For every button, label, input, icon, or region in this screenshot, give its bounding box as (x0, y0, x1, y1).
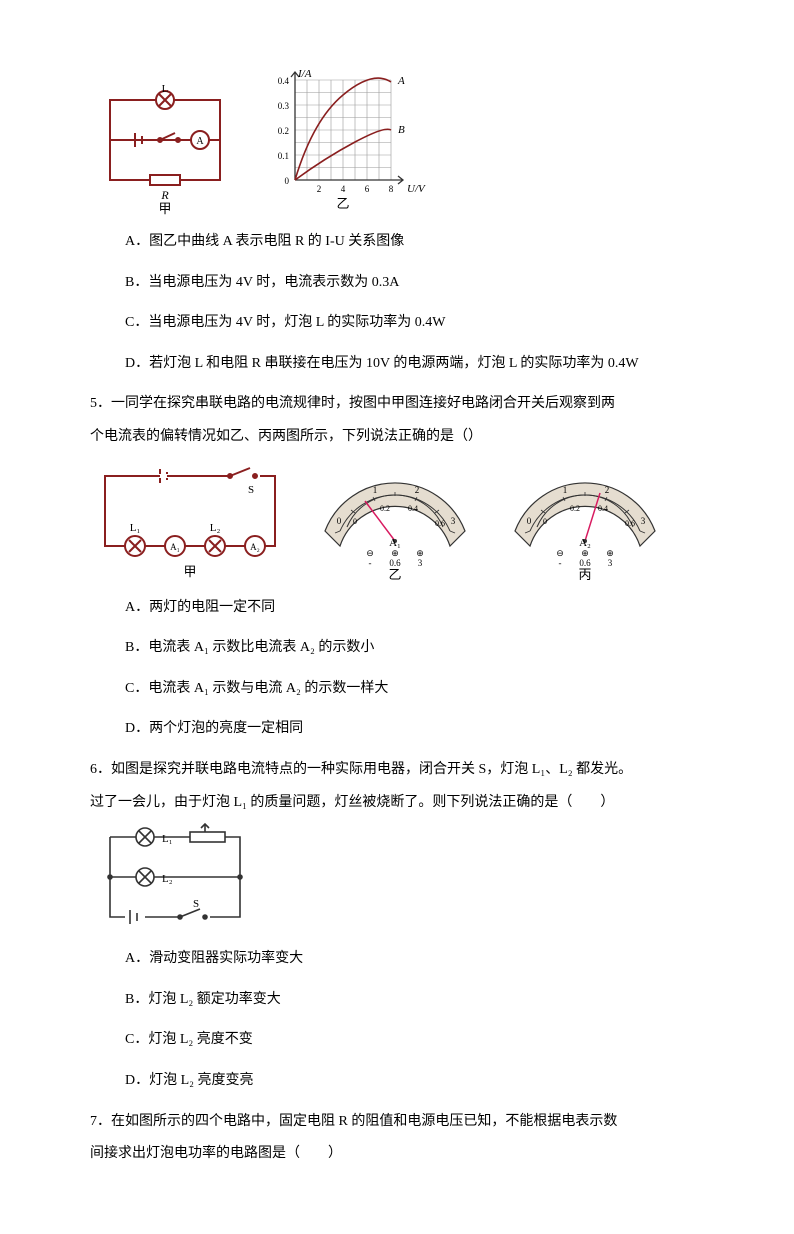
circuit-caption: 甲 (158, 201, 171, 215)
ytick-0: 0 (285, 176, 290, 186)
svg-text:⊕: ⊕ (416, 548, 424, 558)
xtick-4: 4 (341, 184, 346, 194)
m2-s1: 0.2 (570, 504, 580, 513)
q7-stem-1: 7．在如图所示的四个电路中，固定电阻 R 的阻值和电源电压已知，不能根据电表示数 (90, 1109, 704, 1136)
m1-minus: - (369, 558, 372, 568)
q5-stem-2: 个电流表的偏转情况如乙、丙两图所示，下列说法正确的是（） (90, 424, 704, 451)
graph-yi: A B I/A U/V 0 0.1 0.2 0.3 0.4 2 4 6 8 乙 (260, 70, 430, 215)
m2-s0: 0 (543, 517, 547, 526)
ytick-4: 0.4 (278, 76, 290, 86)
svg-text:⊕: ⊕ (391, 548, 399, 558)
m2-smax: 0.6 (625, 519, 635, 528)
m1-s0: 0 (353, 517, 357, 526)
q5-stem-1: 5．一同学在探究串联电路的电流规律时，按图中甲图连接好电路闭合开关后观察到两 (90, 391, 704, 418)
ytick-1: 0.1 (278, 151, 289, 161)
m2-s2: 0.4 (598, 504, 608, 513)
q6-opt-d: D．灯泡 L₂ 亮度变亮 (125, 1068, 704, 1095)
opt-top-a: A．图乙中曲线 A 表示电阻 R 的 I-U 关系图像 (125, 229, 704, 256)
svg-text:⊖: ⊖ (366, 548, 374, 558)
m2-minus: - (559, 558, 562, 568)
mark-a: A (397, 75, 405, 87)
figure-row-1: L A R 甲 A B I/A U/V (90, 70, 704, 215)
q5-l1: L₁ (130, 522, 141, 534)
svg-text:⊖: ⊖ (556, 548, 564, 558)
m1-zero: 0 (337, 516, 342, 526)
m2-zero: 0 (527, 516, 532, 526)
xtick-2: 2 (317, 184, 322, 194)
q6-circuit: L₁ L₂ S (90, 822, 260, 932)
ammeter-label: A (196, 136, 204, 147)
q6-l1: L₁ (162, 833, 173, 845)
graph-caption: 乙 (336, 196, 349, 211)
ammeter-bing: 0 1 2 3 0 0.2 0.4 0.6 A₂ ⊖ ⊕ ⊕ - 0.6 3 丙 (500, 461, 670, 581)
q6-opt-c: C．灯泡 L₂ 亮度不变 (125, 1027, 704, 1054)
q6-s: S (193, 898, 199, 910)
q5-opt-b: B．电流表 A₁ 示数比电流表 A₂ 的示数小 (125, 635, 704, 662)
q7-stem-2: 间接求出灯泡电功率的电路图是（ ） (90, 1141, 704, 1168)
m2-caption: 丙 (578, 567, 591, 581)
m1-tr: 3 (418, 558, 423, 568)
ytick-3: 0.3 (278, 101, 290, 111)
opt-top-b: B．当电源电压为 4V 时，电流表示数为 0.3A (125, 270, 704, 297)
xtick-8: 8 (389, 184, 394, 194)
svg-text:⊕: ⊕ (606, 548, 614, 558)
q5-caption: 甲 (183, 564, 196, 579)
q6-l2: L₂ (162, 873, 173, 885)
q6-opt-a: A．滑动变阻器实际功率变大 (125, 946, 704, 973)
m1-smax: 0.6 (435, 519, 445, 528)
ammeter-yi: 0 1 2 3 0 0.2 0.4 0.6 A₁ ⊖ ⊕ ⊕ - 0.6 3 乙 (310, 461, 480, 581)
q5-switch: S (248, 484, 254, 496)
q5-opt-d: D．两个灯泡的亮度一定相同 (125, 716, 704, 743)
m1-s2: 0.4 (408, 504, 418, 513)
ytick-2: 0.2 (278, 126, 289, 136)
m1-mid1: 1 (373, 485, 378, 495)
m1-caption: 乙 (388, 567, 401, 581)
m2-max: 3 (641, 516, 646, 526)
opt-top-c: C．当电源电压为 4V 时，灯泡 L 的实际功率为 0.4W (125, 310, 704, 337)
figure-row-q5: S L₁ A₁ L₂ A₂ 甲 0 1 2 3 0 0.2 0.4 0.6 A₁ (90, 461, 704, 581)
q5-circuit: S L₁ A₁ L₂ A₂ 甲 (90, 461, 290, 581)
y-label: I/A (297, 70, 312, 80)
q6-stem-1: 6．如图是探究并联电路电流特点的一种实际用电器，闭合开关 S，灯泡 L₁、L₂ … (90, 757, 704, 784)
x-label: U/V (407, 183, 426, 195)
q6-stem-2: 过了一会儿，由于灯泡 L₁ 的质量问题，灯丝被烧断了。则下列说法正确的是（ ） (90, 790, 704, 817)
svg-text:⊕: ⊕ (581, 548, 589, 558)
circuit-jia: L A R 甲 (90, 85, 240, 215)
m2-tr: 3 (608, 558, 613, 568)
q5-l2: L₂ (210, 522, 221, 534)
m2-mid1: 1 (563, 485, 568, 495)
xtick-6: 6 (365, 184, 370, 194)
lamp-label: L (162, 85, 169, 95)
mark-b: B (398, 124, 405, 136)
q5-opt-c: C．电流表 A₁ 示数与电流 A₂ 的示数一样大 (125, 676, 704, 703)
q5-a2: A₂ (250, 542, 260, 552)
q5-a1: A₁ (170, 542, 180, 552)
m2-mid2: 2 (605, 485, 610, 495)
q6-opt-b: B．灯泡 L₂ 额定功率变大 (125, 987, 704, 1014)
resistor-label: R (160, 188, 169, 202)
q5-opt-a: A．两灯的电阻一定不同 (125, 595, 704, 622)
m1-s1: 0.2 (380, 504, 390, 513)
opt-top-d: D．若灯泡 L 和电阻 R 串联接在电压为 10V 的电源两端，灯泡 L 的实际… (125, 351, 704, 378)
m1-mid2: 2 (415, 485, 420, 495)
m1-max: 3 (451, 516, 456, 526)
